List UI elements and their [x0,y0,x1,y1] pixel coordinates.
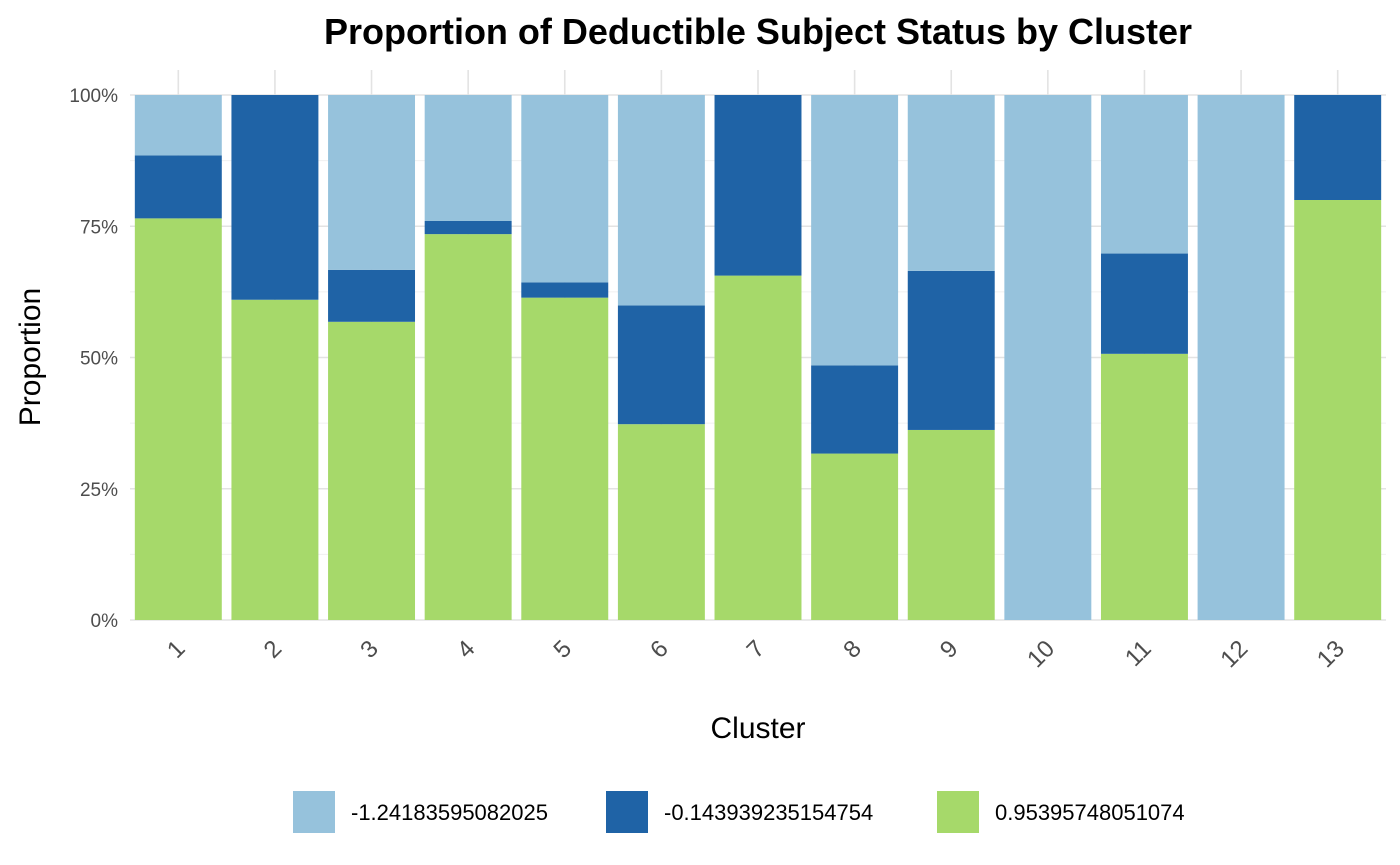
bar-segment-cluster-1 [134,155,222,219]
legend-key [937,791,979,833]
bar-segment-cluster-2 [231,299,319,620]
y-tick-label: 0% [91,611,119,632]
bar-segment-cluster-13 [1294,95,1382,200]
x-tick-label: 9 [935,635,964,664]
bar-segment-cluster-9 [907,429,995,620]
x-axis-ticks: 1 2 3 4 5 6 7 8 9 10 11 12 13 [162,635,1350,673]
bar-segment-cluster-8 [811,365,899,454]
x-tick-label: 11 [1120,635,1157,672]
y-axis-ticks: 0% 25% 50% 75% 100% [69,86,118,632]
bar-segment-cluster-5 [521,95,609,283]
bar-segment-cluster-12 [1197,95,1285,620]
bar-segment-cluster-11 [1100,253,1188,354]
bar-segment-cluster-13 [1294,200,1382,620]
legend-key [606,791,648,833]
x-tick-label: 4 [452,635,481,664]
x-tick-label: 2 [259,635,288,664]
bar-segment-cluster-1 [134,218,222,620]
legend-key [293,791,335,833]
bar-segment-cluster-2 [231,95,319,300]
bars-layer [134,95,1382,620]
bar-segment-cluster-4 [424,95,512,221]
x-tick-label: 8 [838,635,867,664]
x-tick-label: 6 [645,635,674,664]
bar-segment-cluster-3 [328,269,416,322]
x-tick-label: 12 [1215,635,1253,673]
legend-label: 0.95395748051074 [995,800,1185,825]
bar-segment-cluster-11 [1100,353,1188,620]
y-tick-label: 100% [69,86,118,107]
x-tick-label: 5 [548,635,577,664]
bar-segment-cluster-8 [811,95,899,366]
legend-label: -0.143939235154754 [664,800,873,825]
x-tick-label: 10 [1022,635,1060,673]
y-tick-label: 25% [80,480,118,501]
bar-segment-cluster-3 [328,321,416,620]
bar-segment-cluster-9 [907,270,995,430]
x-tick-label: 13 [1312,635,1350,673]
bar-segment-cluster-6 [617,424,705,620]
bar-segment-cluster-3 [328,95,416,270]
legend: -1.24183595082025 -0.143939235154754 0.953… [293,791,1185,833]
bar-segment-cluster-11 [1100,95,1188,254]
y-axis-title: Proportion [14,288,47,426]
bar-segment-cluster-7 [714,95,802,276]
bar-segment-cluster-5 [521,297,609,620]
bar-segment-cluster-6 [617,95,705,306]
legend-label: -1.24183595082025 [351,800,548,825]
chart-title: Proportion of Deductible Subject Status … [324,11,1192,52]
bar-segment-cluster-9 [907,95,995,271]
bar-segment-cluster-5 [521,282,609,298]
x-axis-title: Cluster [710,712,805,745]
bar-segment-cluster-4 [424,221,512,235]
x-tick-label: 7 [742,635,771,664]
bar-segment-cluster-7 [714,275,802,620]
bar-segment-cluster-8 [811,453,899,620]
x-tick-label: 3 [355,635,384,664]
y-tick-label: 50% [80,349,118,370]
y-tick-label: 75% [80,217,118,238]
bar-segment-cluster-1 [134,95,222,156]
bar-segment-cluster-4 [424,234,512,620]
bar-segment-cluster-10 [1004,95,1092,620]
x-tick-label: 1 [162,635,191,664]
bar-segment-cluster-6 [617,305,705,425]
